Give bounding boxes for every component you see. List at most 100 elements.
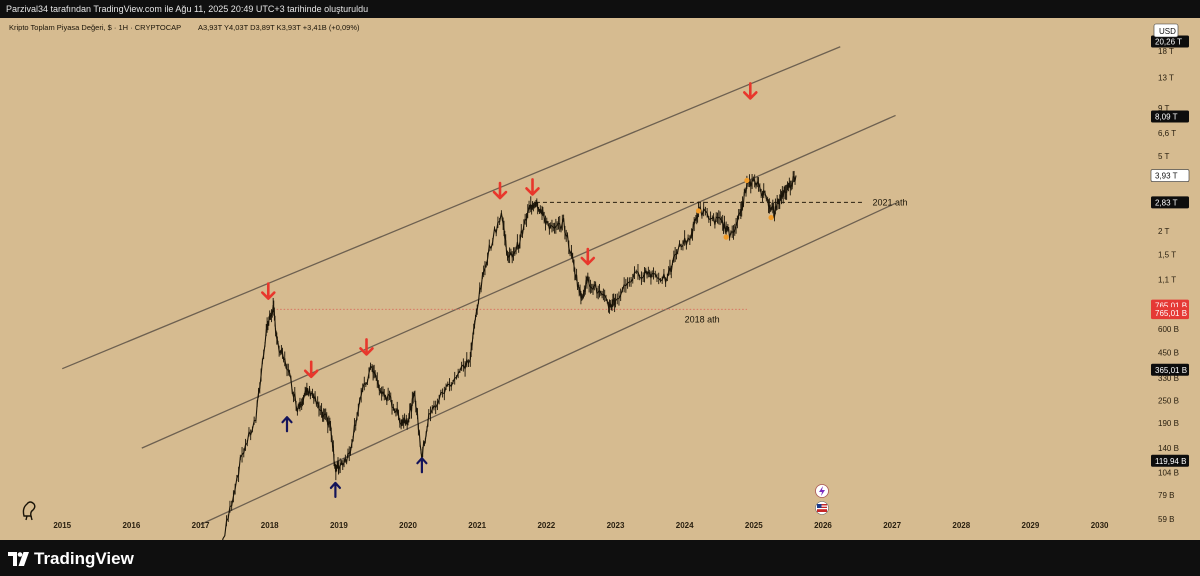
y-tick-label: 59 B [1158, 515, 1174, 524]
price-badges: 20,26 T 8,09 T 3,93 T 2,83 T 765,01 B765,01 … [1150, 35, 1190, 467]
y-tick-label: 5 T [1158, 152, 1170, 161]
price-badge-label: 8,09 T [1155, 113, 1178, 122]
y-tick-label: 6,6 T [1158, 129, 1176, 138]
chart-legend: Kripto Toplam Piyasa Değeri, $ · 1H · CR… [9, 23, 181, 32]
price-badge-bg [1151, 110, 1189, 123]
price-axis[interactable]: 18 T 13 T 9 T 6,6 T 5 T 2 T 1,5 T 1,1 T 600 B 450… [1158, 47, 1179, 524]
x-tick-label: 2027 [883, 521, 901, 530]
down-arrow-head [525, 187, 540, 196]
candle-ticks [226, 170, 796, 527]
y-tick-label: 330 B [1158, 374, 1179, 383]
price-badge-7: 365,01 B [1151, 363, 1189, 376]
y-tick-label: 190 B [1158, 419, 1179, 428]
down-arrow-3 [359, 338, 374, 356]
price-badge-bg [1151, 307, 1189, 320]
down-arrow-1 [260, 282, 276, 300]
price-badge-label: 2,83 T [1155, 198, 1178, 207]
y-tick-label: 450 B [1158, 349, 1179, 358]
x-tick-label: 2021 [468, 521, 486, 530]
price-badge-6: 765,01 B [1151, 307, 1189, 320]
bottom-bar: TradingView [0, 540, 1200, 576]
price-badge-bg [1150, 169, 1190, 182]
up-arrow-2 [329, 481, 341, 498]
x-tick-label: 2026 [814, 521, 832, 530]
down-arrow-7 [742, 82, 758, 100]
y-tick-label: 250 B [1158, 397, 1179, 406]
price-badge-label: 765,01 B [1155, 302, 1187, 311]
up-arrow-1 [281, 416, 293, 433]
down-arrow-head [742, 91, 758, 100]
tradingview-logo[interactable]: TradingView [8, 549, 134, 569]
price-series [222, 175, 797, 540]
x-tick-label: 2029 [1022, 521, 1040, 530]
channel-line-3 [200, 202, 896, 526]
x-tick-label: 2022 [537, 521, 555, 530]
down-arrow-2 [303, 360, 319, 379]
marker-2 [723, 234, 729, 240]
price-badge-label: 119,94 B [1155, 457, 1186, 466]
x-tick-label: 2017 [192, 521, 210, 530]
y-tick-label: 1,5 T [1158, 250, 1176, 259]
x-tick-label: 2025 [745, 521, 763, 530]
y-tick-label: 18 T [1158, 47, 1174, 56]
tradingview-brand-text: TradingView [34, 549, 134, 568]
y-tick-label: 140 B [1158, 444, 1179, 453]
price-badge-8: 119,94 B [1151, 454, 1189, 467]
x-tick-label: 2028 [952, 521, 970, 530]
y-tick-label: 1,1 T [1158, 276, 1176, 285]
x-tick-label: 2015 [53, 521, 71, 530]
down-arrow-head [359, 347, 374, 356]
channel-line-1 [61, 46, 841, 370]
price-badge-label: 765,01 B [1155, 309, 1187, 318]
down-arrow-6 [580, 247, 596, 266]
price-badge-4: 2,83 T [1151, 196, 1189, 209]
price-badge-bg [1151, 454, 1189, 467]
reference-label-2: 2018 ath [685, 314, 720, 324]
down-arrow-head [580, 256, 596, 266]
up-arrow-head [281, 416, 293, 424]
currency-button[interactable]: USD [1153, 23, 1179, 38]
y-tick-label: 13 T [1158, 74, 1174, 83]
x-tick-label: 2023 [607, 521, 625, 530]
price-badge-2: 8,09 T [1151, 110, 1189, 123]
marker-3 [744, 177, 750, 184]
down-arrow-head [260, 291, 276, 300]
down-arrow-head [492, 190, 508, 200]
price-badge-label: 20,26 T [1155, 37, 1182, 46]
markers [695, 177, 774, 240]
y-tick-label: 104 B [1158, 468, 1179, 477]
channel-line-2 [141, 114, 896, 449]
price-badge-bg [1151, 196, 1189, 209]
y-tick-label: 79 B [1158, 491, 1174, 500]
up-arrow-head [329, 481, 341, 489]
lightning-icon[interactable] [815, 484, 829, 498]
price-badge-bg [1151, 35, 1189, 48]
reference-label-1: 2021 ath [872, 197, 907, 207]
attribution-text: Parzival34 tarafından TradingView.com il… [6, 4, 369, 14]
x-tick-label: 2019 [330, 521, 348, 530]
marker-4 [768, 214, 774, 221]
y-tick-label: 2 T [1158, 227, 1170, 236]
arrows [260, 82, 758, 498]
down-arrow-4 [492, 181, 508, 200]
y-tick-label: 600 B [1158, 325, 1179, 334]
price-badge-1: 20,26 T [1151, 35, 1189, 48]
up-arrow-3 [416, 457, 428, 474]
down-arrow-head [303, 369, 319, 379]
y-tick-label: 9 T [1158, 104, 1170, 113]
attribution-bar: Parzival34 tarafından TradingView.com il… [0, 0, 1200, 18]
x-tick-label: 2024 [676, 521, 694, 530]
x-tick-label: 2030 [1091, 521, 1109, 530]
tradingview-logo-icon [8, 552, 29, 566]
dinosaur-icon[interactable] [22, 501, 36, 521]
flag-icon[interactable] [815, 501, 829, 515]
channel-lines[interactable] [61, 46, 896, 526]
x-tick-label: 2020 [399, 521, 417, 530]
currency-label: USD [1159, 27, 1176, 36]
x-tick-label: 2016 [122, 521, 140, 530]
marker-1 [695, 208, 702, 214]
time-axis[interactable]: 2015 2016 2017 2018 2019 2020 2021 2022 2023 2024… [53, 521, 1109, 530]
down-arrow-5 [525, 178, 540, 196]
